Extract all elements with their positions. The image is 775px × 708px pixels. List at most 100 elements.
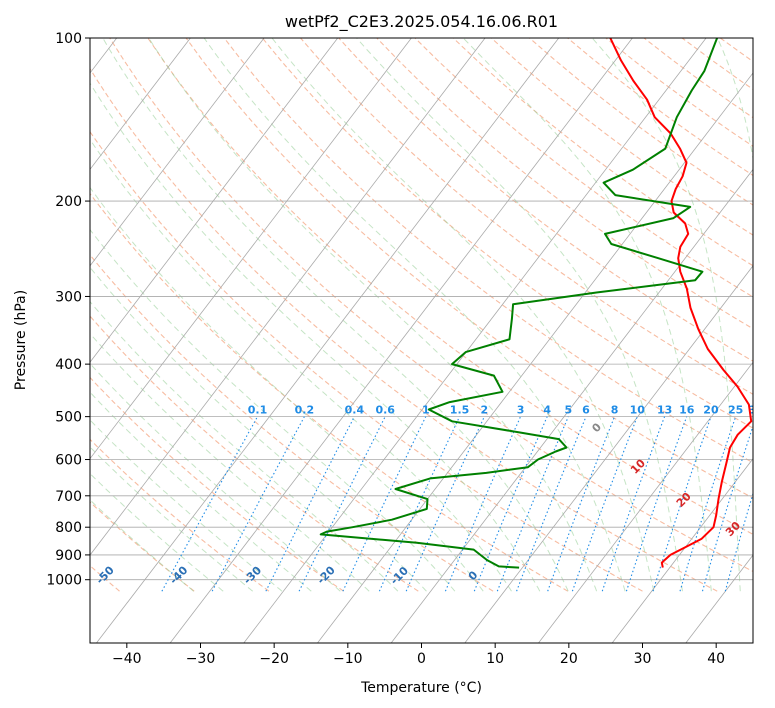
mixing-ratio-line: [161, 416, 258, 592]
mixing-ratio-label: 6: [582, 404, 590, 417]
mixing-ratio-label: 10: [630, 404, 646, 417]
dry-adiabat: [376, 38, 753, 330]
y-tick-label: 1000: [46, 573, 82, 589]
isotherm-line: [759, 38, 775, 643]
series-line-dewpoint: [319, 38, 719, 569]
mixing-ratio-label: 1.5: [450, 404, 470, 417]
moist-adiabat: [90, 362, 341, 592]
x-tick-label: 0: [417, 651, 426, 667]
mixing-ratio-line: [571, 416, 638, 592]
mixing-ratio-line: [265, 416, 355, 592]
isotherm-line: [317, 72, 753, 643]
moist-adiabat: [90, 138, 512, 592]
x-tick-label: −20: [259, 651, 289, 667]
mixing-ratio-label: 2: [481, 404, 489, 417]
dry-adiabat: [90, 130, 643, 592]
moist-adiabat: [716, 38, 753, 162]
mixing-ratio-label: 5: [565, 404, 573, 417]
mixing-ratio-label: 20: [703, 404, 719, 417]
mixing-ratio-label: 25: [728, 404, 743, 417]
moist-adiabat: [591, 38, 741, 592]
dry-adiabat: [147, 38, 753, 535]
series-line-temperature: [609, 38, 753, 568]
isotherm-line: [611, 458, 753, 643]
y-tick-label: 900: [55, 548, 82, 564]
isotherm-line: [90, 38, 265, 267]
isotherm-line: [169, 38, 633, 643]
mixing-ratio-line: [342, 416, 427, 592]
y-tick-label: 800: [55, 520, 82, 536]
moist-adiabat-label: 20: [674, 490, 694, 510]
moist-adiabat: [203, 38, 626, 592]
mixing-ratio-label: 0.1: [248, 404, 268, 417]
dry-adiabat: [90, 254, 494, 592]
dry-adiabat: [452, 38, 753, 267]
mixing-ratio-line: [496, 416, 569, 592]
dry-adiabat: [300, 38, 753, 395]
moist-adiabat: [90, 391, 312, 592]
dry-adiabat-label: -20: [315, 563, 338, 586]
y-tick-label: 500: [55, 410, 82, 426]
dry-adiabat: [567, 38, 753, 177]
moist-adiabat: [148, 38, 598, 592]
moist-adiabat: [90, 472, 224, 592]
dry-adiabat: [90, 501, 195, 592]
mixing-ratio-line: [378, 416, 461, 592]
dry-adiabat-label: -40: [167, 563, 190, 586]
mixing-ratio-line: [516, 416, 587, 592]
y-tick-label: 100: [55, 31, 82, 47]
moist-adiabat-label: 0: [589, 420, 604, 435]
mixing-ratio-label: 0.2: [295, 404, 315, 417]
x-tick-label: −40: [112, 651, 142, 667]
isotherm-line: [90, 38, 486, 556]
dry-adiabat: [605, 38, 753, 147]
x-tick-label: 40: [707, 651, 725, 667]
x-tick-label: 10: [486, 651, 504, 667]
mixing-ratio-line: [547, 416, 616, 592]
moist-adiabat: [90, 300, 399, 592]
mixing-ratio-line: [211, 416, 305, 592]
dry-adiabat: [529, 38, 753, 206]
y-axis-label: Pressure (hPa): [13, 290, 29, 390]
y-tick-label: 300: [55, 289, 82, 305]
y-tick-label: 400: [55, 357, 82, 373]
dry-adiabat: [90, 315, 419, 592]
dry-adiabat: [90, 376, 344, 592]
isotherm-line: [90, 38, 412, 460]
dry-adiabat-label: -60: [20, 563, 43, 586]
dry-adiabat: [90, 67, 718, 592]
line-labels: 0.10.20.40.611.523456810131620253036-100…: [20, 404, 753, 588]
dry-adiabat-label: -50: [94, 563, 117, 586]
mixing-ratio-line: [473, 416, 548, 592]
moist-adiabat: [90, 266, 427, 592]
y-tick-label: 700: [55, 489, 82, 505]
moist-adiabat: [102, 38, 569, 592]
isotherm-line: [464, 265, 753, 643]
y-tick-label: 200: [55, 194, 82, 210]
dry-adiabat: [261, 38, 753, 429]
isotherm-line: [96, 38, 560, 643]
mixing-ratio-label: 13: [657, 404, 672, 417]
plot-area: [90, 38, 775, 643]
moist-adiabat: [90, 186, 484, 592]
mixing-ratio-label: 16: [679, 404, 695, 417]
isotherm-line: [243, 38, 707, 643]
dry-adiabat-label: -30: [241, 563, 264, 586]
mixing-ratio-label: 1: [422, 404, 430, 417]
dry-adiabat: [643, 38, 753, 119]
dry-adiabat: [90, 438, 270, 592]
moist-adiabat: [90, 332, 370, 592]
y-tick-label: 600: [55, 453, 82, 469]
x-tick-label: −10: [333, 651, 363, 667]
plot-frame: [89, 37, 754, 644]
isotherm-line: [538, 361, 753, 643]
isotherm-line: [390, 168, 753, 643]
mixing-ratio-label: 3: [517, 404, 525, 417]
mixing-ratio-line: [444, 416, 522, 592]
x-axis-label: Temperature (°C): [360, 680, 482, 696]
mixing-ratio-label: 0.6: [375, 404, 395, 417]
chart-title: wetPf2_C2E3.2025.054.16.06.R01: [285, 12, 558, 32]
moist-adiabat: [90, 228, 456, 592]
